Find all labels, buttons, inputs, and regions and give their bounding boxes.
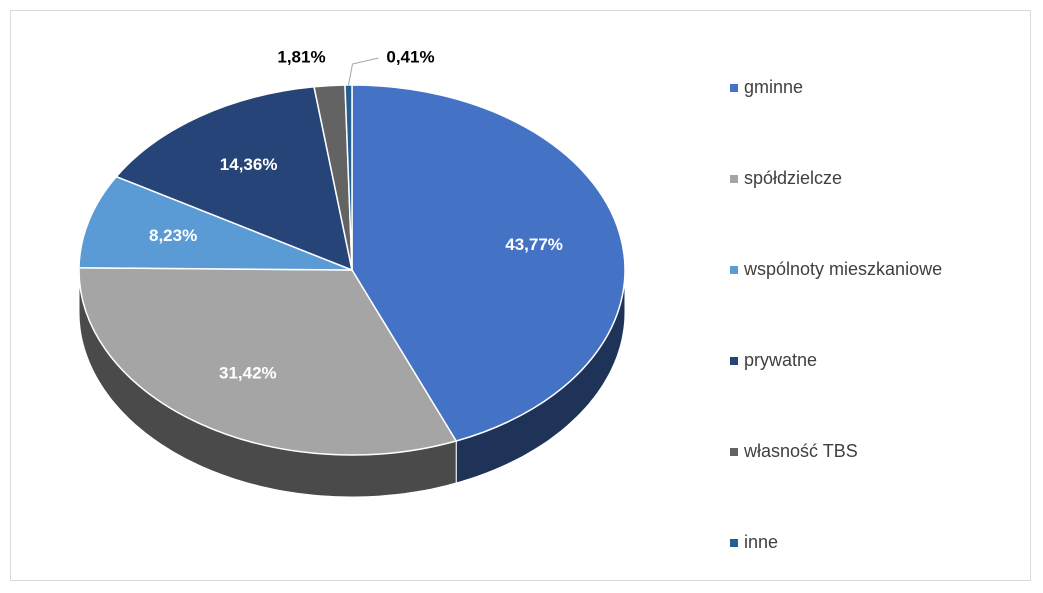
slice [78,175,353,271]
legend-label: własność TBS [743,441,858,461]
legend-label: spółdzielcze [744,168,842,188]
legend-swatch [730,448,738,456]
legend-swatch [730,84,738,92]
slice [344,84,353,271]
legend-label: prywatne [744,350,817,370]
leader-line [347,57,379,86]
legend-label: inne [744,532,778,552]
data-label: 31,42% [219,364,277,383]
legend-swatch [730,539,738,547]
slice [351,84,626,442]
data-label: 1,81% [277,47,325,66]
legend-swatch [730,266,738,274]
legend-swatch [730,357,738,365]
slice [115,85,354,272]
data-label: 0,41% [386,47,434,66]
legend-swatch [730,175,738,183]
data-label: 43,77% [505,235,563,254]
legend-label: wspólnoty mieszkaniowe [743,259,942,279]
legend-label: gminne [744,77,803,97]
data-label: 14,36% [220,155,278,174]
slice [78,267,458,456]
data-label: 8,23% [149,226,197,245]
